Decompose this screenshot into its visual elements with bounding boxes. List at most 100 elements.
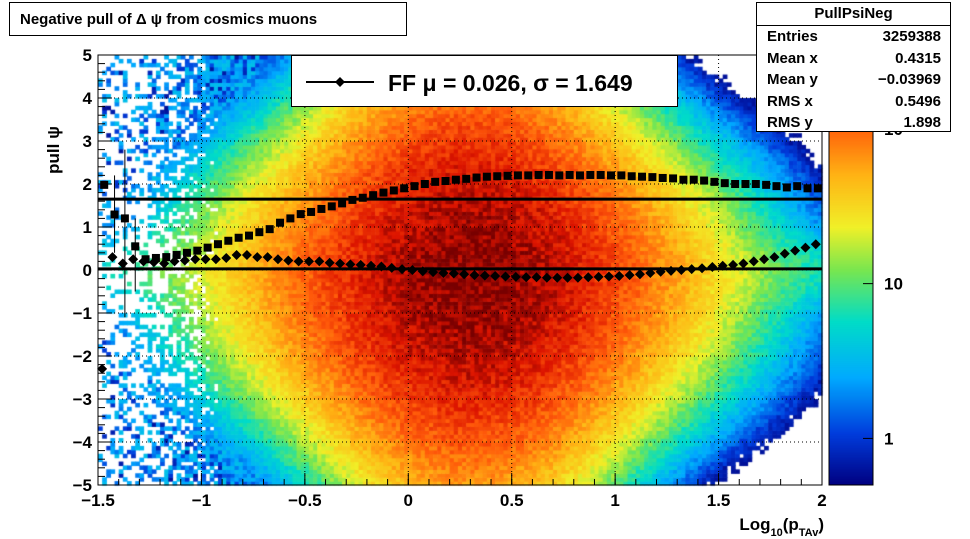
square-point bbox=[224, 236, 233, 245]
diamond-point bbox=[283, 255, 294, 266]
z-tick-label: 1 bbox=[884, 429, 893, 448]
diamond-point bbox=[779, 248, 790, 259]
square-point bbox=[338, 199, 347, 208]
diamond-point bbox=[355, 259, 366, 270]
stats-value: −0.03969 bbox=[878, 71, 941, 88]
square-point bbox=[317, 204, 326, 213]
stats-label: Mean x bbox=[767, 49, 818, 67]
diamond-point bbox=[221, 252, 232, 263]
x-tick-label: 0 bbox=[404, 491, 413, 510]
square-point bbox=[286, 214, 295, 223]
legend: FF μ = 0.026, σ = 1.649 bbox=[291, 55, 678, 107]
y-tick-label: 0 bbox=[83, 261, 92, 280]
x-tick-label: 1.5 bbox=[707, 491, 731, 510]
y-tick-label: 4 bbox=[83, 89, 93, 108]
square-point bbox=[400, 184, 409, 193]
stats-row: Entries 3259388 bbox=[757, 26, 950, 48]
diamond-point bbox=[438, 268, 449, 279]
diamond-point bbox=[386, 262, 397, 273]
square-point bbox=[162, 253, 171, 262]
diamond-point bbox=[552, 272, 563, 283]
diamond-point bbox=[521, 272, 532, 283]
diamond-point bbox=[417, 266, 428, 277]
stats-row: Mean y −0.03969 bbox=[757, 69, 950, 91]
diamond-point bbox=[469, 270, 480, 281]
square-point bbox=[658, 173, 667, 182]
square-point bbox=[772, 182, 781, 191]
square-point bbox=[307, 207, 316, 216]
square-point bbox=[710, 177, 719, 186]
diamond-point bbox=[800, 242, 811, 253]
square-point bbox=[472, 173, 481, 182]
square-point bbox=[327, 202, 336, 211]
y-tick-label: −3 bbox=[73, 390, 92, 409]
diamond-point bbox=[717, 260, 728, 271]
stats-label: Mean y bbox=[767, 71, 818, 88]
diamond-point bbox=[428, 267, 439, 278]
square-point bbox=[679, 175, 688, 184]
diamond-point bbox=[293, 256, 304, 267]
diamond-point bbox=[241, 249, 252, 260]
y-tick-label: 2 bbox=[83, 175, 92, 194]
diamond-point bbox=[562, 272, 573, 283]
diamond-point bbox=[407, 265, 418, 275]
square-point bbox=[482, 172, 491, 181]
y-axis-title: pull ψ bbox=[44, 126, 63, 174]
square-point bbox=[100, 180, 109, 189]
diamond-point bbox=[148, 257, 159, 268]
x-tick-label: −0.5 bbox=[288, 491, 322, 510]
x-tick-label: 0.5 bbox=[500, 491, 524, 510]
diamond-point bbox=[345, 259, 356, 270]
square-point bbox=[596, 170, 605, 179]
diamond-point bbox=[490, 271, 501, 282]
x-axis-title: Log10(pTAv) bbox=[739, 515, 824, 539]
square-point bbox=[213, 240, 222, 249]
square-point bbox=[793, 182, 802, 191]
y-axis: −5 −4 −3 −2 −1 0 1 2 3 4 5 bbox=[73, 46, 112, 495]
x-tick-label: 2 bbox=[817, 491, 826, 510]
square-point bbox=[234, 233, 243, 242]
square-point bbox=[731, 180, 740, 188]
square-point bbox=[513, 171, 522, 180]
square-point bbox=[296, 210, 305, 219]
square-point bbox=[420, 180, 429, 188]
square-point bbox=[565, 170, 574, 179]
diamond-point bbox=[728, 259, 739, 270]
z-axis: 110102 bbox=[863, 118, 909, 448]
diamond-point bbox=[335, 258, 346, 269]
diamond-point bbox=[459, 269, 470, 280]
diamond-point bbox=[262, 252, 273, 263]
stats-value: 0.4315 bbox=[895, 49, 941, 67]
diamond-point bbox=[107, 252, 118, 263]
square-point bbox=[720, 179, 729, 188]
x-tick-label: 1 bbox=[610, 491, 619, 510]
diamond-point bbox=[531, 272, 542, 283]
diamond-point bbox=[593, 271, 604, 282]
square-point bbox=[410, 182, 419, 191]
diamond-point bbox=[697, 263, 708, 274]
stats-label: RMS y bbox=[767, 114, 813, 131]
diamond-point bbox=[500, 271, 511, 282]
square-point bbox=[638, 172, 647, 181]
stats-title: PullPsiNeg bbox=[757, 3, 950, 26]
diamond-point bbox=[686, 264, 697, 275]
diamond-point bbox=[572, 272, 583, 283]
square-point bbox=[762, 180, 771, 189]
diamond-point bbox=[366, 260, 377, 271]
diamond-point bbox=[645, 268, 656, 279]
diamond-point bbox=[376, 261, 387, 272]
square-point bbox=[689, 175, 698, 184]
diamond-point bbox=[314, 256, 325, 267]
diamond-point bbox=[190, 254, 201, 265]
diamond-point bbox=[200, 254, 211, 265]
plot-title: Negative pull of Δ ψ from cosmics muons bbox=[9, 2, 407, 36]
diamond-point bbox=[790, 245, 801, 256]
x-tick-label: −1.5 bbox=[81, 491, 115, 510]
square-point bbox=[648, 173, 657, 182]
diamond-point bbox=[179, 255, 190, 266]
diamond-point bbox=[614, 271, 625, 282]
diamond-point bbox=[210, 254, 221, 265]
diamond-point bbox=[676, 265, 687, 275]
diamond-point bbox=[759, 254, 770, 265]
square-point bbox=[255, 228, 264, 237]
